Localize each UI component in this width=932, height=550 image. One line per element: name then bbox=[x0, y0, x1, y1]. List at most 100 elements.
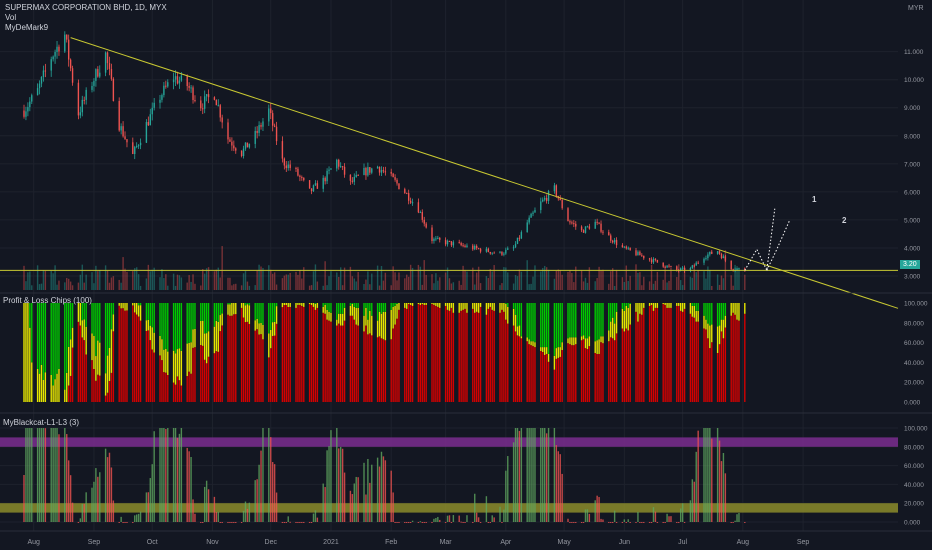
chips-neutral-bar bbox=[501, 303, 503, 310]
chips-profit-bar bbox=[165, 303, 167, 349]
candle-body bbox=[491, 252, 493, 254]
volume-bar bbox=[623, 281, 626, 290]
blackcat-bar bbox=[66, 434, 68, 522]
chips-loss-bar bbox=[613, 340, 616, 402]
candle-body bbox=[69, 59, 72, 69]
volume-bar bbox=[50, 271, 52, 290]
chips-loss-bar bbox=[516, 335, 519, 402]
chips-profit-bar bbox=[520, 303, 523, 337]
chips-loss-bar bbox=[499, 312, 501, 402]
blackcat-bar bbox=[423, 522, 425, 523]
chips-panel[interactable] bbox=[23, 303, 746, 402]
candle-body bbox=[637, 251, 639, 256]
candle-body bbox=[262, 121, 264, 127]
chips-profit-bar bbox=[194, 303, 196, 329]
volume-bar bbox=[378, 285, 381, 290]
chips-neutral-bar bbox=[81, 320, 83, 338]
candle-body bbox=[423, 219, 425, 224]
candle-body bbox=[215, 99, 218, 106]
chips-loss-bar bbox=[299, 304, 301, 402]
volume-bar bbox=[711, 285, 713, 290]
blackcat-bar bbox=[207, 489, 210, 522]
chips-neutral-bar bbox=[530, 341, 532, 346]
volume-bar bbox=[326, 285, 328, 290]
blackcat-bar bbox=[81, 503, 83, 522]
price-tick-label: 10.000 bbox=[904, 77, 924, 84]
chips-loss-bar bbox=[423, 304, 425, 402]
chips-profit-bar bbox=[207, 303, 210, 332]
volume-bar bbox=[25, 281, 27, 290]
chips-loss-bar bbox=[258, 334, 260, 402]
chips-loss-bar bbox=[188, 371, 190, 402]
chips-loss-bar bbox=[711, 342, 713, 402]
chips-neutral-bar bbox=[493, 303, 495, 311]
volume-bar bbox=[36, 265, 39, 290]
chips-neutral-bar bbox=[629, 303, 631, 325]
candle-body bbox=[165, 85, 167, 87]
blackcat-bar bbox=[514, 428, 517, 522]
volume-bar bbox=[343, 267, 346, 290]
candle-body bbox=[520, 232, 523, 239]
chips-loss-bar bbox=[221, 325, 223, 402]
blackcat-bar bbox=[203, 486, 206, 522]
blackcat-panel[interactable] bbox=[0, 428, 898, 523]
chips-tick-label: 0.000 bbox=[904, 400, 921, 407]
chips-profit-bar bbox=[99, 303, 101, 343]
chips-profit-bar bbox=[600, 303, 602, 337]
chips-loss-bar bbox=[571, 345, 573, 402]
candle-body bbox=[256, 131, 258, 133]
blackcat-bar bbox=[396, 522, 398, 523]
chips-neutral-bar bbox=[341, 313, 344, 326]
blackcat-bar bbox=[167, 428, 169, 522]
chips-neutral-bar bbox=[697, 310, 699, 322]
blackcat-bar bbox=[357, 477, 359, 522]
candle-body bbox=[450, 241, 453, 246]
chips-loss-bar bbox=[691, 316, 694, 402]
volume-bar bbox=[734, 264, 736, 290]
price-panel[interactable] bbox=[0, 31, 899, 309]
candle-body bbox=[380, 170, 383, 173]
chips-profit-bar bbox=[180, 303, 183, 351]
volume-bar bbox=[357, 271, 359, 290]
candle-body bbox=[178, 80, 181, 84]
blackcat-tick-label: 100.000 bbox=[904, 426, 928, 433]
blackcat-bar bbox=[118, 522, 120, 523]
blackcat-bar bbox=[324, 487, 326, 522]
blackcat-bar bbox=[676, 522, 678, 523]
chips-neutral-bar bbox=[137, 305, 140, 317]
candle-body bbox=[406, 193, 408, 195]
chips-profit-bar bbox=[153, 303, 155, 333]
chips-loss-bar bbox=[720, 331, 723, 402]
chips-profit-bar bbox=[586, 303, 589, 339]
chips-neutral-bar bbox=[520, 336, 523, 339]
chips-profit-bar bbox=[341, 303, 344, 314]
chips-neutral-bar bbox=[281, 303, 284, 308]
blackcat-bar bbox=[112, 500, 115, 522]
chips-tick-label: 80.000 bbox=[904, 320, 924, 327]
chips-loss-bar bbox=[301, 305, 303, 402]
blackcat-bar bbox=[258, 464, 260, 522]
volume-bar bbox=[380, 266, 383, 290]
chips-profit-bar bbox=[83, 303, 85, 320]
chips-profit-bar bbox=[54, 303, 56, 380]
chips-profit-bar bbox=[69, 303, 72, 340]
chips-profit-bar bbox=[336, 303, 338, 320]
projection-path-2 bbox=[766, 219, 791, 271]
candle-body bbox=[464, 245, 466, 247]
chips-loss-bar bbox=[446, 309, 449, 402]
blackcat-bar bbox=[215, 511, 218, 522]
chips-profit-bar bbox=[29, 303, 31, 328]
blackcat-bar bbox=[137, 513, 140, 522]
candle-body bbox=[310, 188, 313, 192]
blackcat-bar bbox=[598, 497, 600, 522]
blackcat-bar bbox=[489, 522, 491, 523]
chips-neutral-bar bbox=[260, 323, 262, 335]
currency-label: MYR bbox=[908, 5, 924, 12]
blackcat-bar bbox=[58, 434, 60, 522]
volume-bar bbox=[299, 270, 301, 290]
volume-bar bbox=[235, 283, 237, 290]
chips-loss-bar bbox=[542, 352, 544, 402]
chips-neutral-bar bbox=[637, 303, 639, 322]
blackcat-bar bbox=[730, 522, 732, 523]
